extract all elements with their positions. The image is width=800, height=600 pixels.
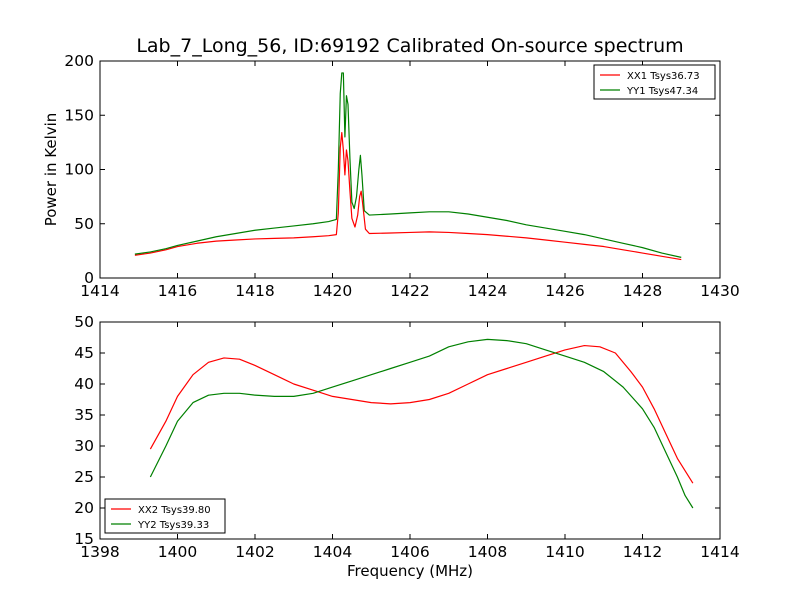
bottom-panel: 1398 1400 1402 1404 1406 1408 1410 1412 1414 15 20…: [74, 313, 739, 580]
x-tick-label: 1416: [158, 282, 197, 300]
x-tick-label: 1420: [313, 282, 352, 300]
x-tick-label: 1414: [80, 282, 119, 300]
legend-box: [104, 498, 226, 534]
x-tick-label: 1408: [468, 543, 507, 561]
y-tick-label: 45: [74, 344, 94, 362]
y-tick-label: 100: [64, 161, 94, 179]
x-tick-label: 1398: [80, 543, 119, 561]
series-line-2: [149, 338, 694, 509]
y-tick-label: 30: [74, 437, 94, 455]
x-tick-label: 1402: [235, 543, 274, 561]
y-tick-label: 40: [74, 375, 94, 393]
x-tick-label: 1410: [545, 543, 584, 561]
legend-label: XX2 Tsys39.80: [138, 505, 211, 516]
x-axis-label: Frequency (MHz): [347, 562, 473, 580]
y-tick-label: 20: [74, 499, 94, 517]
y-tick-label: 35: [74, 406, 94, 424]
y-tick-label: 15: [74, 530, 94, 548]
series-line-1: [149, 344, 694, 484]
x-tick-label: 1422: [390, 282, 429, 300]
y-tick-label: 200: [64, 52, 94, 70]
x-tick-label: 1426: [545, 282, 584, 300]
legend-label: XX1 Tsys36.73: [627, 71, 700, 82]
y-tick-label: 50: [74, 313, 94, 331]
legend-label: YY1 Tsys47.34: [626, 86, 698, 97]
x-tick-label: 1414: [700, 543, 739, 561]
y-tick-label: 50: [74, 215, 94, 233]
figure-title: Lab_7_Long_56, ID:69192 Calibrated On-so…: [136, 35, 683, 57]
legend-label: YY2 Tsys39.33: [137, 520, 209, 531]
y-tick-label: 0: [84, 269, 94, 287]
x-tick-label: 1428: [623, 282, 662, 300]
legend-box: [593, 64, 716, 100]
x-tick-label: 1406: [390, 543, 429, 561]
x-tick-label: 1418: [235, 282, 274, 300]
series-line-2: [134, 72, 682, 258]
x-tick-label: 1412: [623, 543, 662, 561]
top-panel: 1414 1416 1418 1420 1422 1424 1426 1428 1430 0 50 1…: [42, 52, 740, 300]
x-tick-label: 1404: [313, 543, 352, 561]
x-tick-label: 1424: [468, 282, 507, 300]
y-tick-label: 150: [64, 106, 94, 124]
x-tick-label: 1430: [700, 282, 739, 300]
y-tick-label: 25: [74, 468, 94, 486]
series-line-1: [134, 132, 682, 261]
y-axis-label: Power in Kelvin: [42, 113, 60, 227]
x-tick-label: 1400: [158, 543, 197, 561]
